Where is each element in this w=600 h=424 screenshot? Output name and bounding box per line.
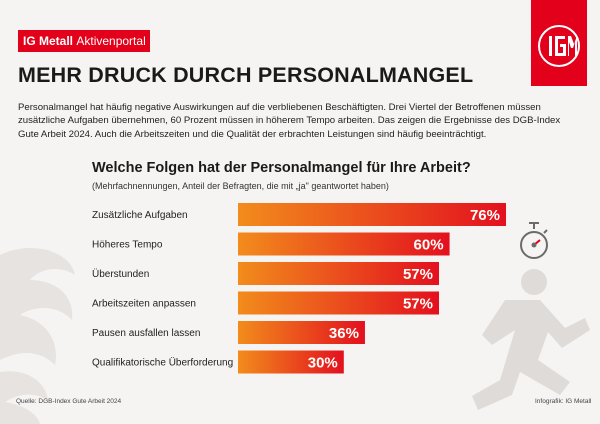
category-label-3: Überstunden — [92, 268, 149, 280]
brand-name: IG Metall — [23, 34, 74, 48]
value-label-6: 30% — [308, 355, 338, 372]
brand-label: IG Metall Aktivenportal — [18, 30, 150, 52]
value-label-5: 36% — [329, 325, 359, 342]
chart-subtitle: (Mehrfachnennungen, Anteil der Befragten… — [92, 181, 389, 191]
category-label-4: Arbeitszeiten anpassen — [92, 299, 196, 310]
stopwatch-icon — [520, 222, 548, 259]
flame-icon — [0, 247, 75, 424]
bar-3 — [238, 262, 439, 285]
value-label-1: 76% — [470, 207, 500, 224]
bar-5 — [238, 321, 365, 344]
intro-text: Personalmangel hat häufig negative Auswi… — [18, 102, 561, 140]
bar-1 — [238, 203, 506, 226]
source-note: Quelle: DGB-Index Gute Arbeit 2024 — [16, 398, 122, 405]
brand-tag: IG Metall Aktivenportal — [18, 30, 150, 52]
value-label-4: 57% — [403, 296, 433, 313]
ig-metall-logo-icon — [531, 0, 587, 86]
headline: MEHR DRUCK DURCH PERSONALMANGEL — [18, 63, 474, 87]
running-person-icon — [472, 269, 590, 410]
value-label-2: 60% — [414, 237, 444, 254]
chart-title: Welche Folgen hat der Personalmangel für… — [92, 160, 471, 176]
category-label-2: Höheres Tempo — [92, 240, 163, 251]
value-label-3: 57% — [403, 266, 433, 283]
bar-4 — [238, 291, 439, 315]
category-label-1: Zusätzliche Aufgaben — [92, 210, 188, 221]
graphic-credit: Infografik: IG Metall — [535, 398, 592, 405]
bar-6 — [238, 350, 344, 374]
category-label-6: Qualifikatorische Überforderung — [92, 357, 233, 369]
category-label-5: Pausen ausfallen lassen — [92, 328, 200, 339]
bar-2 — [238, 232, 450, 256]
brand-portal: Aktivenportal — [76, 34, 146, 48]
